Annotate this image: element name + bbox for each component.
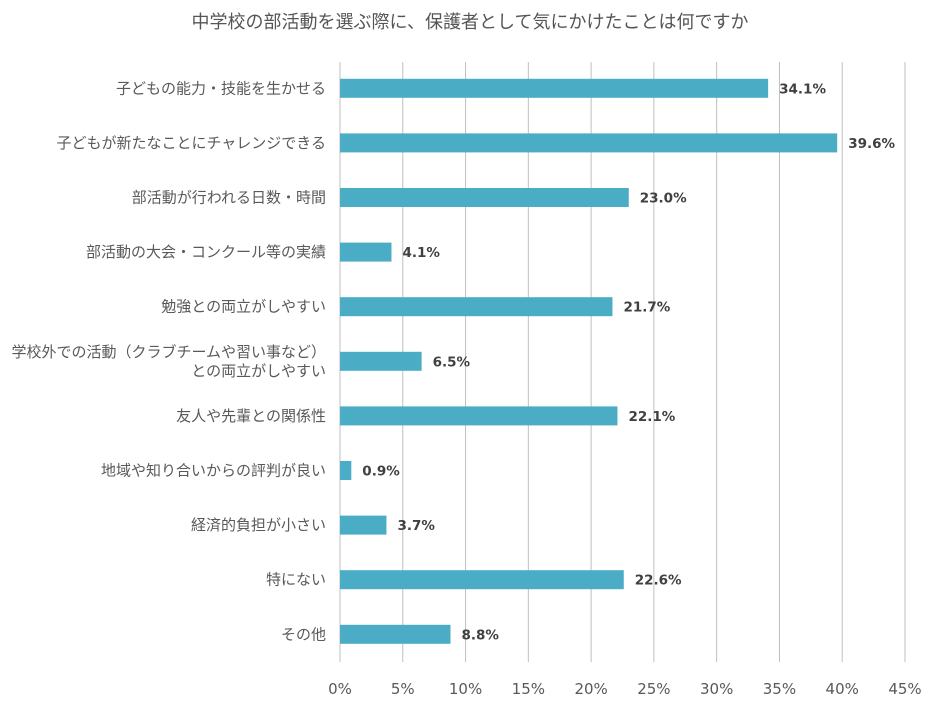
x-tick-label: 0% — [328, 680, 352, 698]
category-label: との両立がしやすい — [191, 362, 326, 380]
category-label: その他 — [281, 625, 326, 643]
category-label: 子どもの能力・技能を生かせる — [116, 79, 326, 97]
category-label: 経済的負担が小さい — [191, 516, 326, 534]
bar — [340, 515, 387, 535]
data-label: 39.6% — [848, 136, 895, 152]
category-label: 特にない — [266, 571, 326, 589]
bar — [340, 188, 629, 207]
data-label: 6.5% — [433, 354, 471, 370]
x-tick-label: 30% — [700, 680, 733, 698]
data-label: 8.8% — [461, 627, 499, 643]
bar — [340, 133, 838, 153]
category-label: 部活動の大会・コンクール等の実績 — [86, 243, 326, 261]
category-label: 部活動が行われる日数・時間 — [132, 189, 326, 207]
category-label: 学校外での活動（クラブチームや習い事など） — [11, 343, 326, 361]
data-label: 23.0% — [640, 191, 687, 207]
x-tick-label: 25% — [637, 680, 670, 698]
bar — [340, 461, 352, 480]
category-label: 子どもが新たなことにチャレンジできる — [56, 134, 326, 152]
x-tick-label: 5% — [391, 680, 415, 698]
bar — [340, 78, 769, 98]
bar — [340, 570, 624, 590]
x-tick-label: 45% — [888, 680, 921, 698]
bar — [340, 242, 392, 262]
x-tick-label: 15% — [512, 680, 545, 698]
x-tick-label: 35% — [763, 680, 796, 698]
x-tick-label: 20% — [574, 680, 607, 698]
data-label: 22.1% — [628, 409, 675, 425]
data-label: 21.7% — [623, 300, 670, 316]
chart-title: 中学校の部活動を選ぶ際に、保護者として気にかけたことは何ですか — [191, 12, 749, 33]
data-label: 4.1% — [402, 245, 440, 261]
category-label: 勉強との両立がしやすい — [161, 298, 326, 316]
x-tick-label: 40% — [826, 680, 859, 698]
bar — [340, 297, 613, 317]
category-label: 地域や知り合いからの評判が良い — [101, 462, 326, 480]
data-label: 34.1% — [779, 81, 826, 97]
data-label: 3.7% — [397, 518, 435, 534]
bar — [340, 406, 618, 426]
bar — [340, 624, 451, 644]
x-tick-label: 10% — [449, 680, 482, 698]
data-label: 0.9% — [362, 464, 400, 480]
data-label: 22.6% — [635, 573, 682, 589]
bar — [340, 351, 422, 371]
category-label: 友人や先輩との関係性 — [176, 407, 326, 425]
